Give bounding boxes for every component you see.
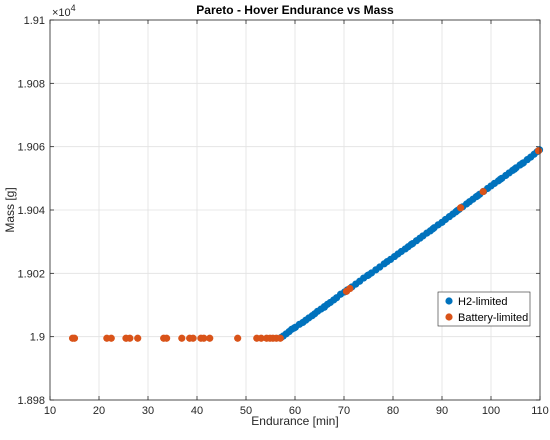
x-axis-label: Endurance [min] (251, 414, 338, 428)
data-point (534, 147, 543, 155)
y-axis-exponent-base: ×10 (52, 7, 71, 19)
chart-title: Pareto - Hover Endurance vs Mass (196, 3, 394, 17)
legend-label-battery-limited: Battery-limited (458, 312, 528, 324)
y-axis-exponent: ×104 (52, 3, 76, 19)
data-point (178, 334, 186, 342)
data-point (126, 334, 134, 342)
data-point (518, 159, 526, 168)
legend-marker-battery-limited (445, 313, 453, 321)
x-tick-label: 40 (191, 405, 203, 417)
data-point (70, 334, 79, 342)
data-point (290, 324, 298, 332)
data-point (496, 175, 504, 183)
data-point (163, 334, 171, 342)
data-point (134, 334, 142, 342)
series-battery-limited (68, 147, 543, 342)
data-point (346, 284, 354, 293)
y-tick-label: 1.898 (17, 395, 45, 407)
data-point (457, 204, 465, 212)
data-point (107, 334, 115, 342)
data-point (479, 188, 487, 196)
y-tick-label: 1.906 (17, 142, 45, 154)
plot-area-frame (49, 19, 541, 401)
x-tick-label: 110 (531, 405, 549, 417)
legend-box (437, 291, 531, 327)
x-tick-label: 90 (436, 405, 448, 417)
data-point (364, 271, 373, 279)
x-tick-label: 10 (44, 405, 56, 417)
data-point (510, 165, 519, 173)
y-tick-label: 1.904 (17, 205, 45, 217)
x-tick-label: 80 (387, 405, 399, 417)
x-tick-label: 70 (338, 405, 350, 417)
data-point (257, 334, 265, 342)
y-tick-label: 1.908 (17, 78, 45, 90)
data-point (474, 192, 482, 200)
y-axis-exponent-power: 4 (71, 3, 76, 13)
legend-label-h2-limited: H2-limited (458, 296, 508, 308)
y-axis-label: Mass [g] (3, 187, 17, 232)
y-tick-label: 1.902 (17, 268, 45, 280)
data-point (234, 334, 242, 342)
x-tick-label: 50 (240, 405, 252, 417)
grid-lines (49, 19, 541, 401)
x-tick-label: 20 (93, 405, 105, 417)
legend-marker-h2-limited (445, 297, 453, 305)
x-tick-label: 100 (482, 405, 500, 417)
data-point (320, 303, 328, 311)
data-point (407, 240, 415, 249)
data-point (429, 225, 437, 233)
data-point (276, 334, 284, 342)
data-point (189, 334, 197, 342)
data-point (200, 334, 208, 342)
data-points (68, 146, 544, 342)
x-tick-label: 60 (289, 405, 301, 417)
legend: H2-limited Battery-limited (437, 291, 531, 327)
data-point (206, 334, 214, 342)
y-tick-label: 1.91 (24, 15, 45, 27)
y-tick-label: 1.9 (30, 332, 45, 344)
x-tick-label: 30 (142, 405, 154, 417)
